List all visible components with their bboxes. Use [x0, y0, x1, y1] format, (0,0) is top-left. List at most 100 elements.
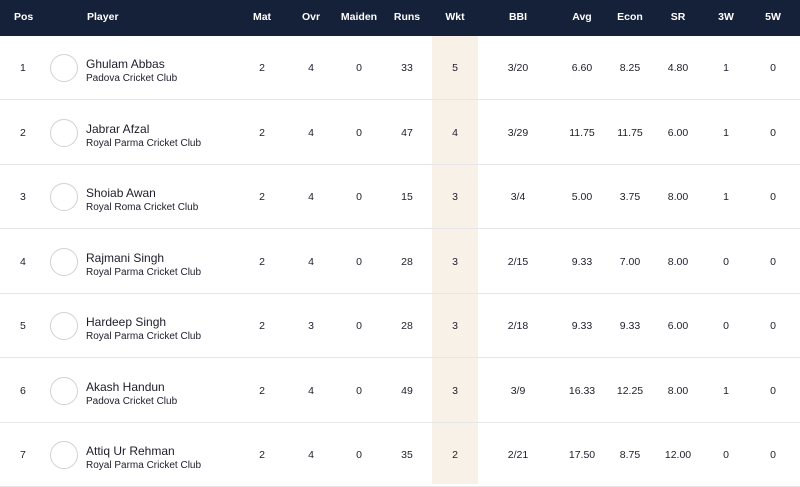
row-divider	[0, 421, 800, 423]
player-name[interactable]: Jabrar Afzal	[86, 121, 150, 136]
row-divider	[0, 163, 800, 165]
cell-3w: 0	[723, 320, 729, 332]
cell-5w: 0	[770, 62, 776, 74]
player-club: Royal Parma Cricket Club	[86, 266, 202, 278]
cell-runs: 15	[401, 191, 413, 203]
cell-ovr: 4	[308, 255, 314, 268]
table-row[interactable]: 7 Attiq Ur Rehman Royal Parma Cricket Cl…	[0, 423, 800, 487]
wkt-column-highlight	[432, 36, 478, 484]
cell-econ: 8.75	[619, 449, 641, 461]
cell-mat: 2	[259, 255, 265, 268]
cell-maiden: 0	[356, 126, 362, 139]
row-divider	[0, 357, 800, 358]
cell-runs: 49	[401, 384, 413, 397]
cell-ovr: 4	[308, 126, 314, 139]
player-name[interactable]: Akash Handun	[86, 379, 165, 394]
cell-bbi: 3/20	[507, 62, 529, 74]
cell-pos: 2	[20, 126, 26, 139]
cell-ovr: 4	[308, 62, 314, 74]
cell-ovr: 4	[308, 191, 314, 203]
table-row[interactable]: 6 Akash Handun Padova Cricket Club 2 4 0…	[0, 359, 800, 423]
cell-ovr: 4	[308, 384, 314, 397]
header-bbi[interactable]: BBI	[508, 11, 528, 23]
header-3w[interactable]: 3W	[718, 11, 734, 23]
row-divider	[0, 99, 800, 100]
cell-avg: 6.60	[571, 62, 593, 74]
cell-3w: 0	[723, 449, 729, 461]
header-ovr[interactable]: Ovr	[301, 11, 321, 23]
cell-ovr: 3	[308, 320, 314, 332]
cell-mat: 2	[259, 62, 265, 74]
table-header: Pos Player Mat Ovr Maiden Runs Wkt BBI A…	[0, 0, 800, 36]
cell-maiden: 0	[356, 384, 362, 397]
header-avg[interactable]: Avg	[572, 11, 592, 23]
header-5w[interactable]: 5W	[765, 11, 781, 23]
player-club: Padova Cricket Club	[86, 73, 178, 84]
header-runs[interactable]: Runs	[393, 11, 421, 23]
player-club: Royal Parma Cricket Club	[86, 137, 202, 149]
player-name[interactable]: Ghulam Abbas	[86, 57, 165, 71]
player-name[interactable]: Hardeep Singh	[86, 315, 167, 329]
cell-pos: 6	[20, 384, 26, 397]
cell-maiden: 0	[356, 320, 362, 332]
player-name[interactable]: Rajmani Singh	[86, 250, 165, 265]
cell-sr: 8.00	[667, 255, 689, 268]
avatar	[50, 118, 78, 147]
cell-pos: 5	[20, 320, 26, 332]
player-name[interactable]: Shoiab Awan	[86, 186, 156, 200]
cell-sr: 8.00	[667, 191, 689, 203]
header-wkt[interactable]: Wkt	[445, 11, 465, 23]
header-sr[interactable]: SR	[670, 11, 686, 23]
cell-mat: 2	[259, 191, 265, 203]
avatar	[50, 247, 78, 276]
cell-3w: 1	[723, 191, 729, 203]
table-row[interactable]: 1 Ghulam Abbas Padova Cricket Club 2 4 0…	[0, 36, 800, 100]
header-player[interactable]: Player	[87, 11, 119, 23]
header-pos[interactable]: Pos	[14, 11, 34, 23]
player-name[interactable]: Attiq Ur Rehman	[86, 444, 175, 458]
cell-5w: 0	[770, 255, 776, 268]
table-row[interactable]: 3 Shoiab Awan Royal Roma Cricket Club 2 …	[0, 165, 800, 229]
cell-pos: 7	[20, 449, 26, 461]
header-mat[interactable]: Mat	[252, 11, 272, 23]
cell-avg: 5.00	[571, 191, 593, 203]
cell-wkt: 5	[452, 62, 458, 74]
cell-5w: 0	[770, 449, 776, 461]
cell-econ: 9.33	[619, 320, 641, 332]
header-maiden[interactable]: Maiden	[340, 11, 378, 23]
cell-sr: 12.00	[664, 449, 692, 461]
avatar	[50, 54, 78, 82]
cell-3w: 1	[723, 126, 729, 139]
cell-maiden: 0	[356, 255, 362, 268]
cell-3w: 1	[723, 384, 729, 397]
cell-wkt: 3	[452, 191, 458, 203]
cell-wkt: 3	[452, 255, 458, 268]
avatar	[50, 312, 78, 340]
cell-avg: 17.50	[568, 449, 596, 461]
cell-wkt: 4	[452, 126, 458, 139]
cell-runs: 47	[401, 126, 413, 139]
cell-econ: 11.75	[617, 126, 643, 139]
cell-runs: 35	[401, 449, 413, 461]
cell-5w: 0	[770, 126, 776, 139]
table-row[interactable]: 4 Rajmani Singh Royal Parma Cricket Club…	[0, 230, 800, 294]
table-row[interactable]: 5 Hardeep Singh Royal Parma Cricket Club…	[0, 294, 800, 358]
cell-econ: 3.75	[619, 191, 641, 203]
cell-ovr: 4	[308, 449, 314, 461]
cell-maiden: 0	[356, 62, 362, 74]
header-econ[interactable]: Econ	[617, 11, 643, 23]
cell-bbi: 2/21	[507, 449, 529, 461]
cell-econ: 12.25	[616, 384, 644, 397]
table-row[interactable]: 2 Jabrar Afzal Royal Parma Cricket Club …	[0, 101, 800, 165]
cell-avg: 11.75	[569, 126, 595, 139]
cell-mat: 2	[259, 384, 265, 397]
cell-bbi: 3/9	[510, 384, 526, 397]
cell-econ: 8.25	[619, 62, 641, 74]
avatar	[50, 376, 78, 405]
row-divider	[0, 228, 800, 229]
cell-pos: 3	[20, 191, 26, 203]
cell-wkt: 3	[452, 384, 458, 397]
player-club: Royal Roma Cricket Club	[86, 202, 199, 213]
cell-pos: 4	[20, 255, 26, 268]
